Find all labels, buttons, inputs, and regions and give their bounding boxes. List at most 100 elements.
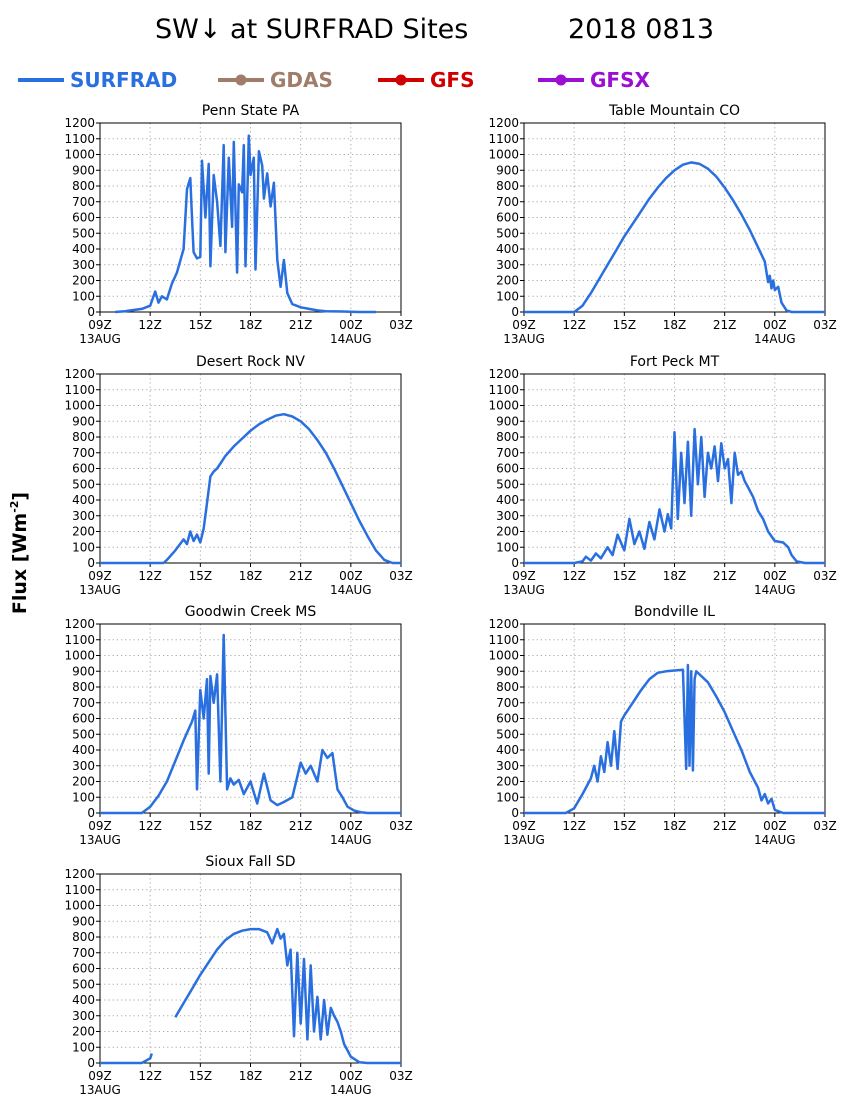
x-tick-label: 00Z — [339, 1069, 363, 1083]
x-tick-label: 00Z — [339, 569, 363, 583]
x-tick-label: 00Z — [763, 819, 787, 833]
panel-title: Bondville IL — [634, 604, 715, 620]
legend: SURFRAD GDAS GFS GFSX — [18, 68, 650, 92]
y-tick-label: 1200 — [64, 617, 95, 631]
y-tick-label: 200 — [496, 525, 519, 539]
x-tick-label: 09Z — [512, 569, 536, 583]
x-date-label: 14AUG — [330, 1083, 372, 1097]
y-tick-label: 0 — [511, 556, 519, 570]
y-tick-label: 400 — [72, 743, 95, 757]
y-tick-label: 500 — [496, 477, 519, 491]
x-tick-label: 15Z — [189, 1069, 213, 1083]
x-tick-label: 00Z — [339, 819, 363, 833]
legend-label: GFS — [430, 68, 474, 92]
y-tick-label: 300 — [496, 258, 519, 272]
series-line-surfrad — [100, 927, 401, 1065]
legend-item: GFSX — [538, 68, 650, 92]
series-line-surfrad — [524, 161, 825, 314]
y-tick-label: 500 — [72, 226, 95, 240]
y-tick-label: 600 — [496, 462, 519, 476]
y-tick-label: 1200 — [64, 867, 95, 881]
y-tick-label: 300 — [496, 759, 519, 773]
panel-title: Goodwin Creek MS — [185, 604, 317, 620]
x-tick-label: 12Z — [138, 569, 162, 583]
x-date-label: 13AUG — [79, 583, 121, 597]
x-tick-label: 00Z — [763, 318, 787, 332]
x-tick-label: 15Z — [613, 819, 637, 833]
x-date-label: 13AUG — [79, 332, 121, 346]
y-tick-label: 200 — [72, 775, 95, 789]
x-tick-label: 03Z — [389, 1069, 413, 1083]
panel-title: Table Mountain CO — [608, 103, 740, 119]
x-date-label: 14AUG — [754, 583, 796, 597]
x-tick-label: 03Z — [813, 819, 837, 833]
series-line-surfrad — [115, 134, 376, 314]
y-tick-label: 1000 — [488, 649, 519, 663]
y-tick-label: 700 — [72, 195, 95, 209]
y-tick-label: 100 — [496, 540, 519, 554]
x-tick-label: 03Z — [813, 318, 837, 332]
x-date-label: 13AUG — [503, 833, 545, 847]
x-tick-label: 03Z — [389, 318, 413, 332]
x-tick-label: 21Z — [713, 569, 737, 583]
y-tick-label: 100 — [72, 540, 95, 554]
y-tick-label: 800 — [72, 930, 95, 944]
chart-panel: Table Mountain CO01002003004005006007008… — [488, 103, 836, 346]
x-date-label: 13AUG — [503, 332, 545, 346]
x-tick-label: 03Z — [813, 569, 837, 583]
plot-frame — [99, 122, 402, 313]
x-date-label: 13AUG — [79, 1083, 121, 1097]
y-tick-label: 400 — [496, 743, 519, 757]
y-tick-label: 100 — [72, 1040, 95, 1054]
x-tick-label: 12Z — [138, 318, 162, 332]
y-tick-label: 400 — [72, 242, 95, 256]
series-line-surfrad — [100, 633, 401, 815]
x-tick-label: 09Z — [88, 318, 112, 332]
x-tick-label: 00Z — [763, 569, 787, 583]
plot-frame — [523, 373, 826, 564]
y-tick-label: 600 — [72, 712, 95, 726]
y-tick-label: 1200 — [488, 116, 519, 130]
y-tick-label: 1200 — [64, 116, 95, 130]
y-tick-label: 200 — [72, 1025, 95, 1039]
y-tick-label: 900 — [72, 163, 95, 177]
y-axis-label: Flux [Wm-2] — [8, 492, 31, 614]
x-tick-label: 15Z — [613, 318, 637, 332]
y-tick-label: 800 — [72, 179, 95, 193]
x-tick-label: 09Z — [512, 819, 536, 833]
x-tick-label: 09Z — [88, 819, 112, 833]
legend-marker — [235, 74, 247, 86]
y-tick-label: 300 — [72, 258, 95, 272]
chart-panel: Desert Rock NV01002003004005006007008009… — [64, 354, 412, 597]
x-tick-label: 12Z — [562, 569, 586, 583]
x-tick-label: 21Z — [713, 819, 737, 833]
y-tick-label: 100 — [496, 790, 519, 804]
x-tick-label: 09Z — [512, 318, 536, 332]
x-tick-label: 03Z — [389, 569, 413, 583]
y-tick-label: 1100 — [488, 383, 519, 397]
x-tick-label: 18Z — [239, 1069, 263, 1083]
x-date-label: 14AUG — [330, 833, 372, 847]
y-tick-label: 700 — [496, 446, 519, 460]
series-line-surfrad — [524, 427, 825, 565]
legend-marker — [555, 74, 567, 86]
y-tick-label: 500 — [72, 977, 95, 991]
y-tick-label: 300 — [72, 1009, 95, 1023]
y-tick-label: 1100 — [64, 633, 95, 647]
chart-panel: Sioux Fall SD010020030040050060070080090… — [64, 854, 412, 1097]
y-tick-label: 900 — [72, 414, 95, 428]
y-tick-label: 1200 — [64, 367, 95, 381]
figure-date: 2018 0813 — [568, 14, 714, 45]
y-tick-label: 500 — [72, 727, 95, 741]
y-tick-label: 600 — [72, 962, 95, 976]
y-tick-label: 0 — [511, 305, 519, 319]
panel-title: Desert Rock NV — [196, 354, 305, 370]
y-tick-label: 1200 — [488, 617, 519, 631]
y-tick-label: 0 — [511, 806, 519, 820]
y-tick-label: 400 — [496, 493, 519, 507]
x-tick-label: 21Z — [289, 569, 313, 583]
x-tick-label: 18Z — [239, 569, 263, 583]
y-tick-label: 700 — [72, 696, 95, 710]
y-tick-label: 200 — [496, 775, 519, 789]
